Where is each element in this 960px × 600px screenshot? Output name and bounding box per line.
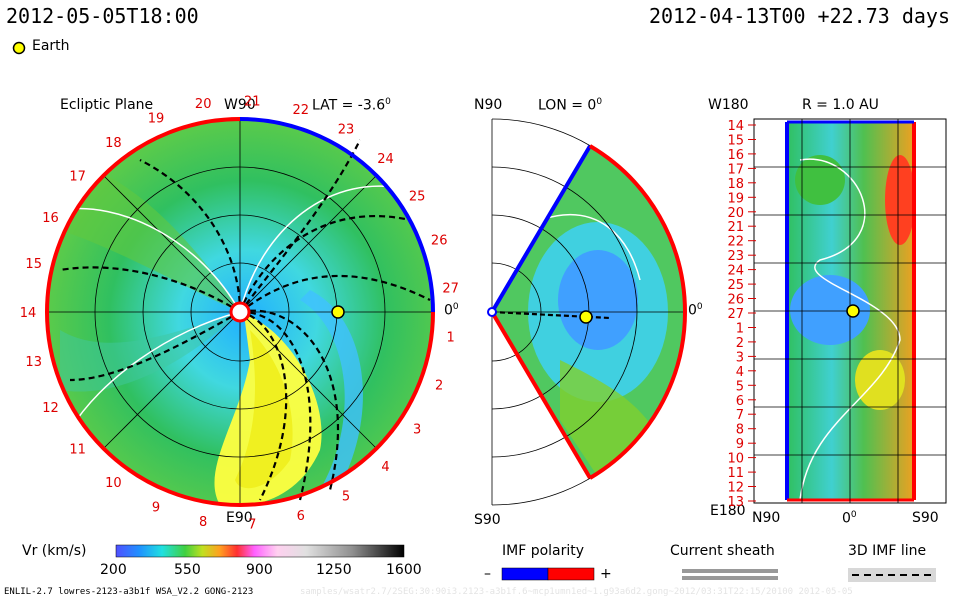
carrington-label-3: 3 [413,423,421,438]
footer-model-info: ENLIL-2.7 lowres-2123-a3b1f WSA_V2.2 GON… [4,587,254,597]
radial-row-label-8: 8 [736,423,744,438]
imf-line-symbol [848,568,936,582]
colorbar-label: Vr (km/s) [22,543,87,559]
meridional-right-label: 00 [688,302,703,319]
current-sheath-symbol [682,569,778,580]
earth-marker-ecliptic [331,305,345,319]
carrington-label-15: 15 [25,257,42,272]
radial-row-label-23: 23 [727,249,744,264]
carrington-label-2: 2 [435,379,443,394]
radial-row-label-3: 3 [736,350,744,365]
radial-row-label-6: 6 [736,394,744,409]
carrington-label-9: 9 [152,501,160,516]
earth-legend-label: Earth [32,38,70,54]
carrington-label-27: 27 [442,281,459,296]
radial-row-label-26: 26 [727,293,744,308]
colorbar-tick-1600: 1600 [386,562,422,578]
radial-x-label-s90: S90 [912,510,939,526]
carrington-label-12: 12 [42,401,59,416]
radial-row-label-16: 16 [727,148,744,163]
carrington-label-21: 21 [244,94,261,109]
velocity-colorbar [115,544,405,558]
radial-row-label-15: 15 [727,134,744,149]
carrington-label-1: 1 [446,331,454,346]
radial-row-label-1: 1 [736,322,744,337]
carrington-label-20: 20 [195,97,212,112]
ecliptic-top-label: W90 [224,97,256,113]
radial-row-label-11: 11 [727,466,744,481]
carrington-label-16: 16 [42,211,59,226]
radial-row-label-12: 12 [727,481,744,496]
carrington-label-8: 8 [199,515,207,530]
ecliptic-right-label: 00 [444,302,459,319]
radial-row-label-21: 21 [727,220,744,235]
radial-row-label-14: 14 [727,119,744,134]
radial-row-label-24: 24 [727,264,744,279]
footer-watermark: samples/wsatr2.7/2SEG:30:90i3.2123-a3b1f… [300,587,853,597]
imf-line-label: 3D IMF line [848,543,927,559]
colorbar-tick-1250: 1250 [316,562,352,578]
ecliptic-plane-panel [45,117,435,507]
earth-marker-radial [846,304,860,318]
imf-polarity-positive [547,567,595,581]
imf-polarity-negative [501,567,549,581]
radial-row-label-19: 19 [727,191,744,206]
model-time: 2012-05-05T18:00 [6,4,199,28]
radial-row-label-7: 7 [736,408,744,423]
carrington-label-23: 23 [338,122,355,137]
radial-r-label: R = 1.0 AU [802,97,879,113]
ecliptic-title: Ecliptic Plane [60,97,154,113]
meridional-bottom-label: S90 [474,512,501,528]
radial-x-label-0: 00 [842,510,857,527]
reference-time: 2012-04-13T00 +22.73 days [648,4,950,28]
radial-x-label-n90: N90 [752,510,781,526]
meridional-top-label: N90 [474,97,503,113]
imf-polarity-title: IMF polarity [502,543,585,559]
carrington-label-17: 17 [69,170,86,185]
ecliptic-lat-label: LAT = -3.60 [312,97,391,114]
radial-row-labels: 1415161718192021222324252627123456789101… [727,119,756,510]
radial-top-left-label: W180 [708,97,749,113]
imf-minus-label: – [484,566,491,582]
radial-row-label-10: 10 [727,452,744,467]
radial-row-label-22: 22 [727,235,744,250]
current-sheath-label: Current sheath [670,543,775,559]
carrington-label-4: 4 [381,460,389,475]
imf-plus-label: + [600,566,612,582]
radial-row-label-20: 20 [727,206,744,221]
ecliptic-bottom-label: E90 [226,510,253,526]
colorbar-tick-900: 900 [246,562,273,578]
colorbar-tick-200: 200 [100,562,127,578]
radial-row-label-25: 25 [727,278,744,293]
radial-row-label-13: 13 [727,495,744,510]
carrington-label-6: 6 [297,509,305,524]
radial-row-label-18: 18 [727,177,744,192]
carrington-label-5: 5 [342,490,350,505]
carrington-label-10: 10 [105,476,122,491]
carrington-label-11: 11 [69,442,86,457]
radial-row-label-27: 27 [727,307,744,322]
radial-bottom-left-label: E180 [710,503,746,519]
radial-row-label-9: 9 [736,437,744,452]
carrington-label-7: 7 [248,518,256,533]
radial-row-label-2: 2 [736,336,744,351]
radial-row-label-17: 17 [727,162,744,177]
meridional-lon-label: LON = 00 [538,97,603,114]
radial-row-label-4: 4 [736,365,744,380]
carrington-label-13: 13 [25,355,42,370]
carrington-label-19: 19 [148,111,165,126]
carrington-label-26: 26 [431,234,448,249]
colorbar-tick-550: 550 [174,562,201,578]
carrington-label-22: 22 [293,103,310,118]
earth-marker-meridional [579,310,593,324]
earth-legend-icon [12,40,26,55]
radial-row-label-5: 5 [736,379,744,394]
carrington-label-14: 14 [20,306,37,321]
carrington-label-18: 18 [105,136,122,151]
carrington-label-25: 25 [409,190,426,205]
carrington-label-24: 24 [377,152,394,167]
